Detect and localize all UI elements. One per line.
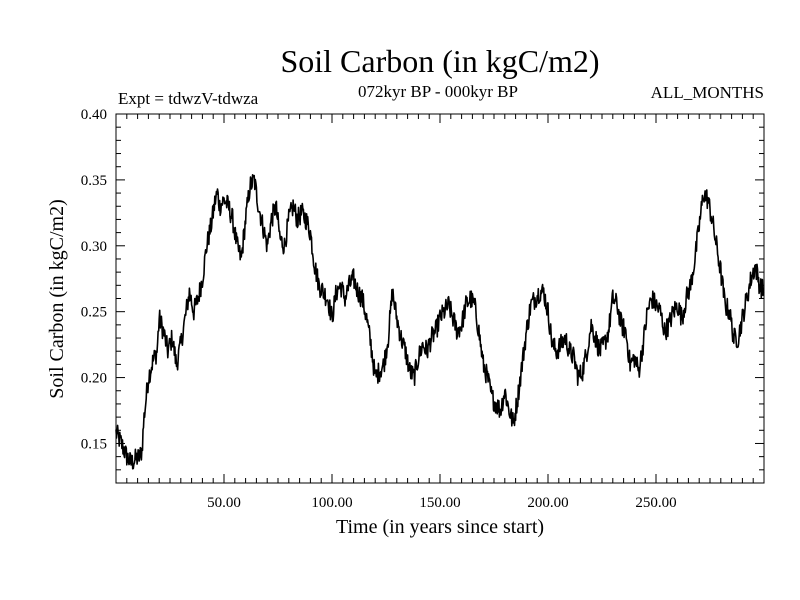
plot-area [115, 113, 765, 484]
x-tick-label: 200.00 [527, 495, 568, 511]
experiment-label: Expt = tdwzV-tdwza [118, 89, 259, 108]
series-line [115, 174, 765, 470]
x-tick-labels: 50.00 100.00 150.00 200.00 250.00 [207, 495, 677, 511]
months-label: ALL_MONTHS [651, 83, 764, 102]
y-axis-label: Soil Carbon (in kgC/m2) [46, 199, 68, 398]
ticks [116, 114, 764, 483]
chart-title: Soil Carbon (in kgC/m2) [280, 43, 599, 79]
y-tick-labels: 0.15 0.20 0.25 0.30 0.35 0.40 [81, 107, 107, 452]
y-tick-label: 0.40 [81, 107, 107, 123]
y-tick-label: 0.20 [81, 371, 107, 387]
chart-subtitle: 072kyr BP - 000kyr BP [358, 82, 518, 101]
y-tick-label: 0.30 [81, 239, 107, 255]
x-axis-label: Time (in years since start) [336, 516, 544, 538]
x-tick-label: 100.00 [311, 495, 352, 511]
y-tick-label: 0.35 [81, 173, 107, 189]
y-tick-label: 0.25 [81, 305, 107, 321]
x-tick-label: 250.00 [635, 495, 676, 511]
x-tick-label: 150.00 [419, 495, 460, 511]
plot-frame [115, 113, 765, 484]
y-tick-label: 0.15 [81, 436, 107, 452]
x-tick-label: 50.00 [207, 495, 241, 511]
